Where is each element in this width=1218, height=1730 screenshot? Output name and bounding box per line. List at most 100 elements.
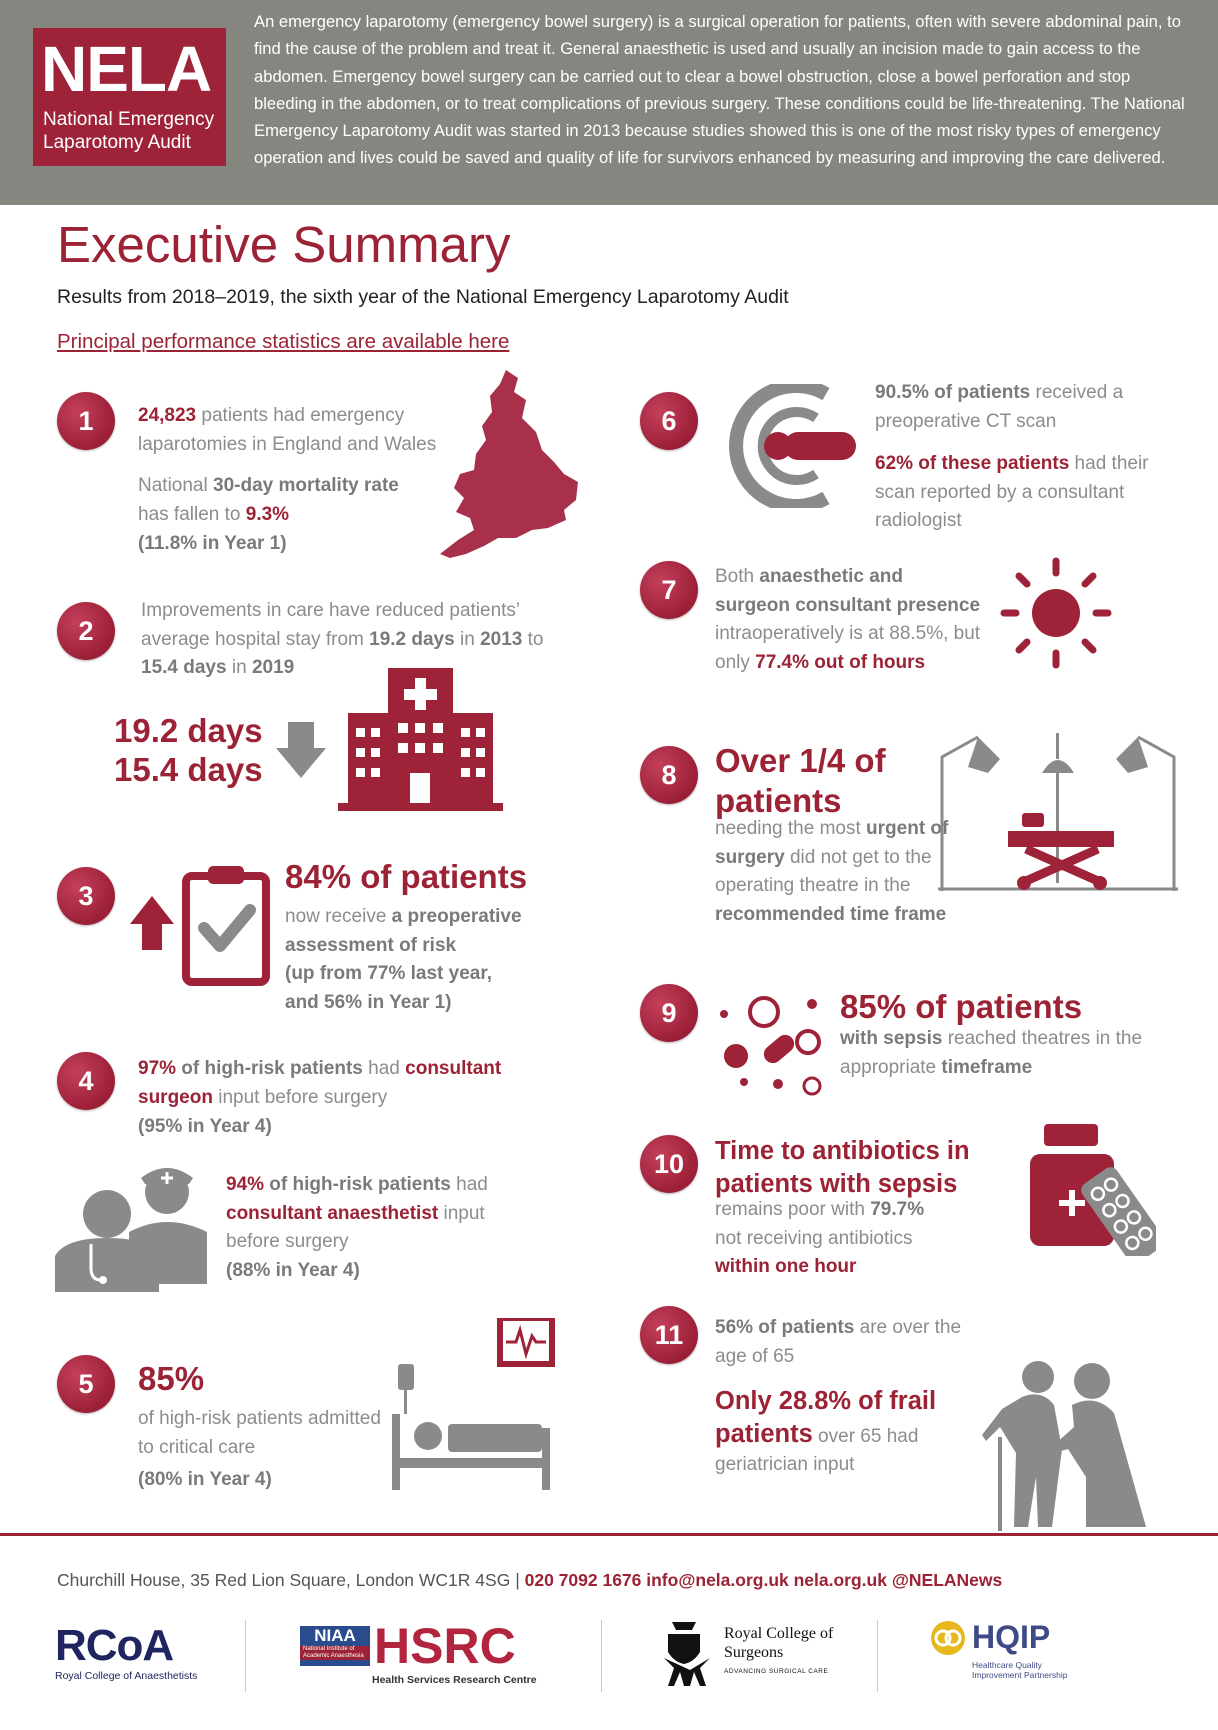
paragraph: needing the most urgent of surgery did n… bbox=[715, 815, 965, 929]
risk-assessment-icon bbox=[130, 866, 270, 986]
text-run: a preoperative assessment of risk bbox=[285, 906, 522, 956]
text-run: patients had emergency laparotomies in E… bbox=[138, 405, 437, 455]
text-run: has fallen to bbox=[138, 503, 246, 525]
text-run: of high-risk patients bbox=[176, 1058, 363, 1079]
text-run: 15.4 days bbox=[141, 657, 227, 678]
paragraph: Both anaesthetic and surgeon consultant … bbox=[715, 563, 983, 677]
text-run: timeframe bbox=[941, 1056, 1033, 1078]
text-run: (88% in Year 4) bbox=[226, 1260, 360, 1281]
paragraph: (95% in Year 4) bbox=[138, 1113, 438, 1142]
text-run: 79.7% bbox=[870, 1199, 925, 1220]
paragraph: 85% of patients bbox=[840, 988, 1170, 1028]
text-run: did not get to the operating theatre in … bbox=[715, 846, 932, 897]
text-run: Only 28.8% of frail patients bbox=[715, 1387, 937, 1448]
text-run: in bbox=[226, 657, 252, 678]
bed-icon bbox=[392, 1318, 555, 1490]
sepsis-icon bbox=[720, 996, 822, 1096]
text-run: input before surgery bbox=[212, 1086, 388, 1108]
logo-separator bbox=[877, 1620, 878, 1692]
niaa-badge: NIAA National Institute of Academic Anae… bbox=[300, 1626, 370, 1666]
paragraph: (80% in Year 4) bbox=[138, 1466, 388, 1495]
text-run: to bbox=[522, 628, 544, 650]
rcs-crest bbox=[664, 1622, 710, 1686]
item-number: 6 bbox=[640, 392, 698, 450]
paragraph: 84% of patients bbox=[285, 858, 605, 898]
item-number: 3 bbox=[57, 867, 115, 925]
text-run: reached theatres in the appropriate bbox=[840, 1028, 1143, 1078]
text-run: 90.5% of patients bbox=[875, 382, 1031, 403]
text-run: now receive bbox=[285, 906, 392, 927]
intro-text: An emergency laparotomy (emergency bowel… bbox=[254, 12, 1185, 168]
down-arrow-icon bbox=[276, 722, 326, 778]
contact-details: 020 7092 1676 info@nela.org.uk nela.org.… bbox=[524, 1570, 1003, 1590]
text-run: had their scan reported by a consultant … bbox=[875, 453, 1149, 531]
stats-link[interactable]: Principal performance statistics are ava… bbox=[57, 330, 510, 353]
text-run: over 65 had geriatrician input bbox=[715, 1425, 919, 1476]
contact-line: Churchill House, 35 Red Lion Square, Lon… bbox=[57, 1570, 1002, 1591]
text-run: (80% in Year 4) bbox=[138, 1469, 272, 1490]
paragraph: (up from 77% last year, and 56% in Year … bbox=[285, 960, 525, 1017]
text-run: 30-day mortality rate bbox=[213, 475, 399, 496]
address: Churchill House, 35 Red Lion Square, Lon… bbox=[57, 1570, 511, 1590]
logo-name: National Emergency Laparotomy Audit bbox=[43, 109, 215, 153]
paragraph: remains poor with 79.7% not receiving an… bbox=[715, 1196, 955, 1282]
item-number: 9 bbox=[640, 984, 698, 1042]
text-run: 56% of patients bbox=[715, 1317, 855, 1338]
text-run: of high-risk patients admitted to critic… bbox=[138, 1408, 381, 1458]
paragraph: Time to antibiotics in patients with sep… bbox=[715, 1136, 975, 1201]
text-run: consultant anaesthetist bbox=[226, 1202, 439, 1224]
elderly-couple-icon bbox=[982, 1361, 1146, 1531]
text-run: 2013 bbox=[480, 628, 523, 650]
title: Executive Summary bbox=[57, 216, 511, 273]
text-run: 84% of patients bbox=[285, 858, 528, 895]
nela-logo: NELA National Emergency Laparotomy Audit bbox=[33, 28, 226, 166]
hsrc-mark: HSRC bbox=[374, 1618, 516, 1674]
item-number: 7 bbox=[640, 561, 698, 619]
paragraph: (11.8% in Year 1) bbox=[138, 530, 428, 559]
paragraph: 97% of high-risk patients had consultant… bbox=[138, 1055, 548, 1112]
paragraph: 24,823 patients had emergency laparotomi… bbox=[138, 402, 468, 459]
text-run: 24,823 bbox=[138, 405, 197, 426]
item-number: 4 bbox=[57, 1052, 115, 1110]
text-run: within one hour bbox=[715, 1256, 857, 1277]
text-run: (11.8% in Year 1) bbox=[138, 533, 287, 554]
text-run: (95% in Year 4) bbox=[138, 1116, 272, 1137]
text-run: remains poor with bbox=[715, 1199, 871, 1220]
paragraph: 19.2 days bbox=[114, 712, 284, 752]
doctors-icon bbox=[55, 1168, 207, 1292]
header: NELA National Emergency Laparotomy Audit… bbox=[0, 0, 1218, 205]
hqip-name: Healthcare Quality Improvement Partnersh… bbox=[972, 1660, 1068, 1680]
text-run: National bbox=[138, 475, 213, 496]
text-run: had bbox=[450, 1174, 488, 1195]
logo-acronym: NELA bbox=[41, 33, 212, 105]
item-number: 5 bbox=[57, 1355, 115, 1413]
text-run: 2019 bbox=[251, 657, 295, 678]
logo-separator bbox=[245, 1620, 246, 1692]
text-run: Both bbox=[715, 566, 760, 587]
hospital-icon bbox=[338, 668, 503, 811]
hqip-emblem bbox=[931, 1621, 965, 1655]
paragraph: 85% bbox=[138, 1360, 338, 1400]
text-run: 15.4 days bbox=[114, 751, 263, 788]
item-number: 8 bbox=[640, 746, 698, 804]
text-run: had bbox=[362, 1058, 406, 1079]
item-number: 2 bbox=[57, 602, 115, 660]
item-number: 1 bbox=[57, 392, 115, 450]
text-run: consultant surgeon bbox=[138, 1058, 502, 1108]
paragraph: Only 28.8% of frail patients over 65 had… bbox=[715, 1386, 945, 1480]
text-run: of high-risk patients bbox=[264, 1174, 451, 1195]
text-run: (up from 77% last year, and 56% in Year … bbox=[285, 963, 492, 1013]
text-run: 19.2 days bbox=[369, 628, 455, 650]
item-number: 10 bbox=[640, 1135, 698, 1193]
text-run: urgent of surgery bbox=[715, 818, 949, 868]
text-run: Over 1/4 of patients bbox=[715, 742, 886, 819]
text-run: 62% of these patients bbox=[875, 453, 1070, 474]
text-run: needing the most bbox=[715, 818, 867, 839]
paragraph: 94% of high-risk patients had consultant… bbox=[226, 1171, 526, 1257]
text-run: 85% of patients bbox=[840, 988, 1083, 1025]
paragraph: National 30-day mortality rate has falle… bbox=[138, 472, 428, 529]
day-night-icon bbox=[1000, 557, 1145, 708]
text-run: 94% bbox=[226, 1174, 265, 1195]
hsrc-name: Health Services Research Centre bbox=[372, 1674, 537, 1686]
